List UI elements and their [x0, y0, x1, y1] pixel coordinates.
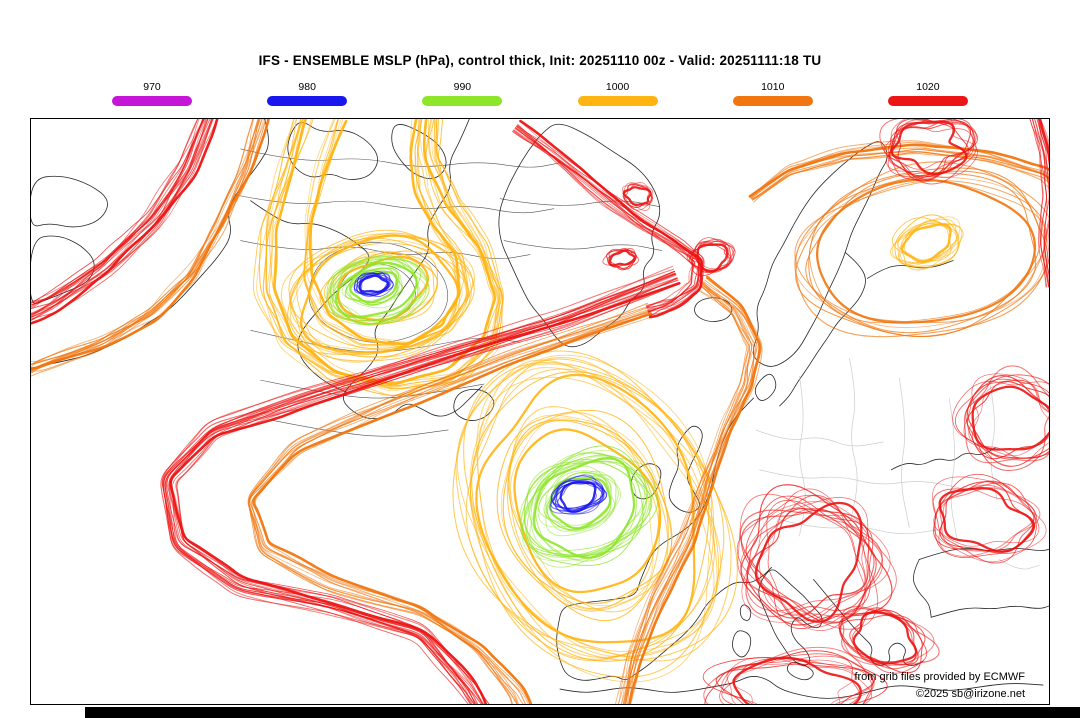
legend-swatch — [732, 96, 813, 106]
legend-item-1000: 1000 — [577, 81, 658, 106]
legend-swatch — [422, 96, 503, 106]
legend-swatch — [267, 96, 348, 106]
map-canvas — [31, 119, 1049, 704]
legend-item-990: 990 — [422, 81, 503, 106]
legend-item-1020: 1020 — [887, 81, 968, 106]
legend-label: 1000 — [605, 81, 630, 93]
bottom-bar — [85, 707, 1080, 718]
legend-swatch — [112, 96, 192, 106]
legend-label: 980 — [298, 81, 316, 93]
legend-item-980: 980 — [267, 81, 348, 106]
legend-label: 970 — [143, 81, 161, 93]
legend-item-1010: 1010 — [732, 81, 813, 106]
attribution-ecmwf: from grib files provided by ECMWF — [854, 671, 1025, 683]
legend-label: 990 — [453, 81, 472, 93]
pressure-legend: 970 980 990 1000 1010 1020 — [112, 81, 968, 106]
legend-swatch — [577, 96, 658, 106]
attribution-copyright: ©2025 sb@irizone.net — [915, 688, 1025, 700]
legend-item-970: 970 — [112, 81, 192, 106]
legend-label: 1020 — [916, 81, 940, 93]
chart-title: IFS - ENSEMBLE MSLP (hPa), control thick… — [258, 53, 822, 68]
legend-label: 1010 — [761, 81, 785, 93]
legend-swatch — [887, 96, 968, 106]
map-area: from grib files provided by ECMWF ©2025 … — [30, 118, 1050, 705]
